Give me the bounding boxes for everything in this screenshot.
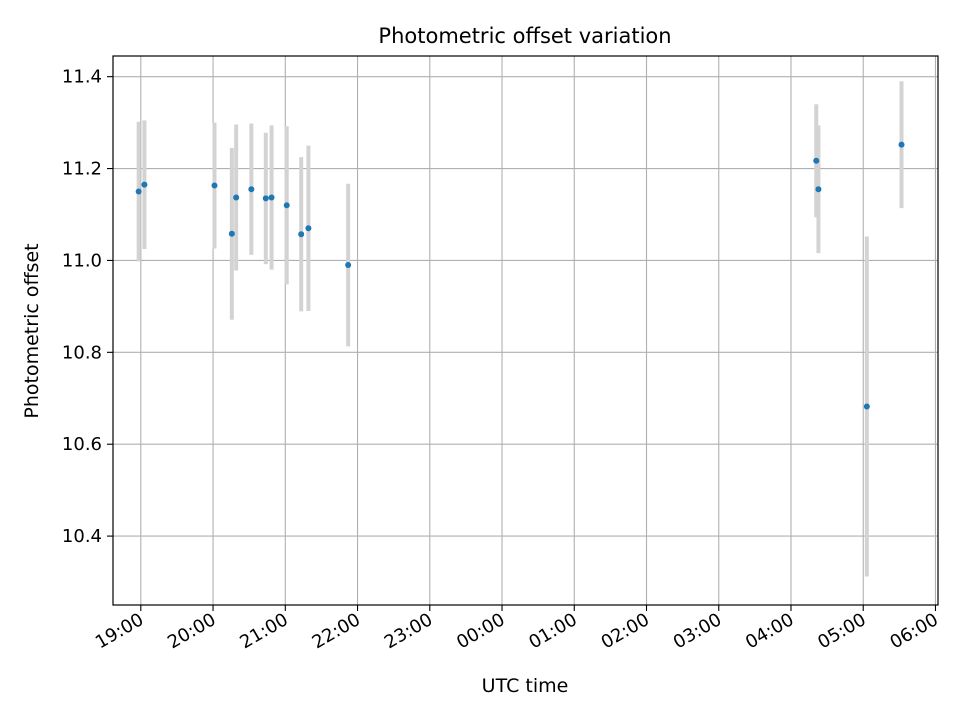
x-tick-label: 05:00	[814, 609, 869, 653]
x-tick-label: 04:00	[742, 609, 797, 653]
x-tick-label: 22:00	[309, 609, 364, 653]
data-point	[345, 262, 352, 269]
x-tick-label: 03:00	[670, 609, 725, 653]
y-tick-label: 10.4	[62, 526, 102, 547]
x-tick-label: 23:00	[381, 609, 436, 653]
y-axis-ticks: 10.4 10.6 10.8 11.0 11.2 11.4	[62, 67, 113, 547]
data-point	[135, 188, 142, 195]
x-tick-label: 06:00	[887, 609, 942, 653]
error-bars	[136, 81, 904, 577]
data-point	[211, 182, 218, 189]
x-tick-label: 02:00	[598, 609, 653, 653]
data-point	[248, 186, 255, 193]
data-point	[283, 202, 290, 209]
y-tick-label: 11.2	[62, 159, 102, 180]
data-point	[813, 157, 820, 164]
x-tick-label: 20:00	[164, 609, 219, 653]
data-point	[268, 194, 275, 201]
x-tick-label: 19:00	[92, 609, 147, 653]
data-point	[262, 195, 269, 202]
y-tick-label: 10.8	[62, 342, 102, 363]
data-point	[815, 186, 822, 193]
grid-lines	[113, 56, 938, 605]
data-point	[305, 225, 312, 232]
y-tick-label: 10.6	[62, 434, 102, 455]
chart-title: Photometric offset variation	[378, 24, 671, 48]
x-tick-label: 21:00	[236, 609, 291, 653]
data-points	[135, 141, 905, 410]
y-tick-label: 11.4	[62, 67, 102, 88]
data-point	[141, 181, 148, 188]
x-tick-label: 01:00	[525, 609, 580, 653]
x-axis-ticks: 19:00 20:00 21:00 22:00 23:00 00:00 01:00 02:00…	[92, 605, 942, 653]
x-tick-label: 00:00	[453, 609, 508, 653]
x-axis-label: UTC time	[482, 675, 569, 697]
y-axis-label: Photometric offset	[21, 243, 43, 418]
data-point	[298, 231, 305, 238]
axes-frame	[112, 55, 939, 606]
data-point	[233, 194, 240, 201]
data-point	[898, 141, 905, 148]
data-point	[863, 403, 870, 410]
y-tick-label: 11.0	[62, 250, 102, 271]
data-point	[228, 230, 235, 237]
